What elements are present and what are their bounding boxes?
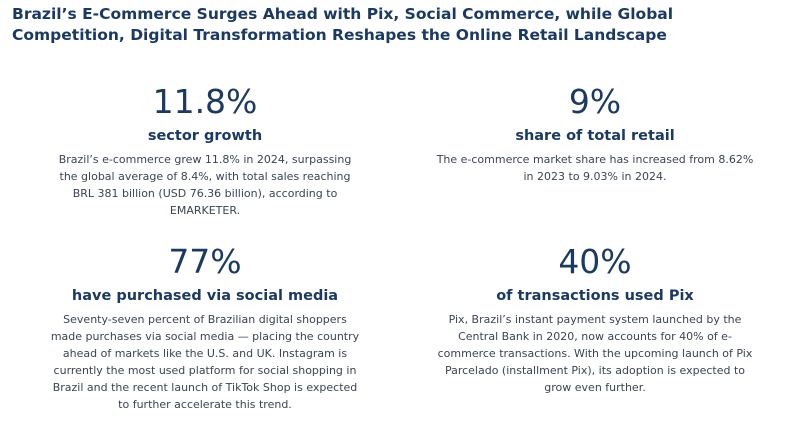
stat-social-media-purchases: 77% have purchased via social media Seve…	[46, 242, 364, 413]
stat-label: have purchased via social media	[71, 288, 339, 304]
stat-share-of-retail: 9% share of total retail The e-commerce …	[432, 82, 758, 185]
stat-pix-transactions: 40% of transactions used Pix Pix, Brazil…	[432, 242, 758, 396]
stat-value: 9%	[568, 82, 622, 121]
page-title: Brazil’s E-Commerce Surges Ahead with Pi…	[12, 5, 674, 44]
stat-description: Brazil’s e-commerce grew 11.8% in 2024, …	[58, 153, 352, 217]
stat-value: 11.8%	[152, 82, 258, 121]
stat-label: of transactions used Pix	[496, 288, 694, 304]
stat-sector-growth: 11.8% sector growth Brazil’s e-commerce …	[50, 82, 360, 219]
stat-value: 77%	[168, 242, 242, 281]
stat-value: 40%	[558, 242, 632, 281]
stat-label: share of total retail	[515, 128, 675, 144]
stat-description: Seventy-seven percent of Brazilian digit…	[50, 313, 360, 411]
stat-description: Pix, Brazil’s instant payment system lau…	[437, 313, 753, 394]
stat-label: sector growth	[147, 128, 263, 144]
stat-description: The e-commerce market share has increase…	[436, 153, 754, 183]
